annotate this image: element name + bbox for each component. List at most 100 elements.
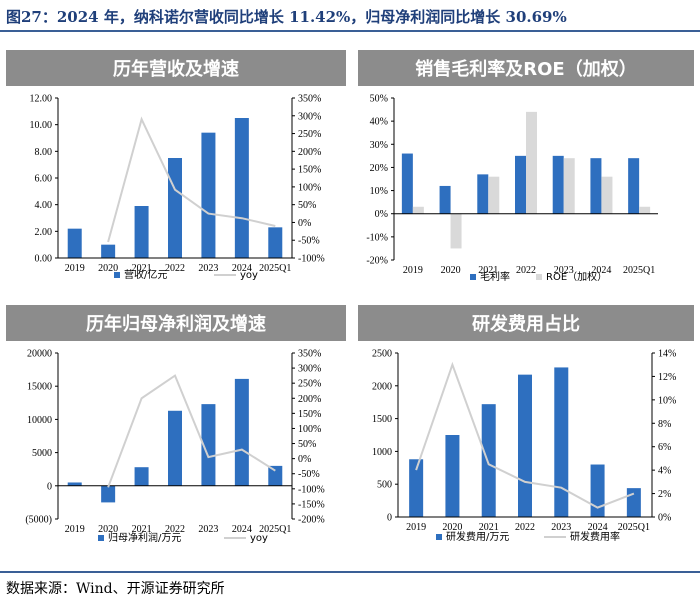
right-tick-label: -50% (298, 469, 320, 480)
bar-primary (234, 118, 249, 258)
right-tick-label: 8% (658, 419, 671, 430)
right-tick-label: 350% (298, 94, 321, 105)
bar-primary (268, 465, 283, 486)
left-tick-label: 15000 (27, 382, 52, 393)
legend-swatch (536, 274, 542, 280)
bottom-rule (0, 571, 700, 573)
right-tick-label: 50% (298, 200, 316, 211)
left-tick-label: 1500 (372, 414, 392, 425)
right-tick-label: 300% (298, 364, 321, 375)
revenue-chart: 0.00 2.00 4.00 6.00 8.00 10.00 12.00 -100% -50% 0… (30, 94, 325, 282)
bar-primary (552, 155, 564, 214)
bar-primary (201, 132, 216, 258)
left-tick-label: 50% (370, 94, 388, 105)
rnd-chart-panel: 研发费用占比 0 500 1000 1500 2000 2500 0% 2% 4% 6% 8% 10%… (358, 305, 694, 567)
right-tick-label: -200% (298, 515, 325, 526)
left-tick-label: 4.00 (35, 200, 53, 211)
right-tick-label: 250% (298, 129, 321, 140)
bar-secondary (412, 206, 424, 214)
bar-primary (201, 404, 216, 486)
left-tick-label: 40% (370, 117, 388, 128)
category-label: 2020 (98, 524, 118, 535)
category-label: 2024 (232, 263, 252, 274)
left-tick-label: 0% (375, 209, 388, 220)
legend-swatch (114, 272, 120, 278)
bar-secondary (488, 176, 500, 214)
top-rule (0, 30, 700, 32)
category-label: 2022 (516, 265, 536, 276)
line-series-研发费用率 (415, 361, 635, 509)
category-label: 2020 (442, 522, 462, 533)
category-label: 2024 (232, 524, 252, 535)
bar-primary (134, 467, 149, 486)
bar-primary (554, 367, 569, 517)
bar-primary (409, 459, 424, 517)
bar-primary (515, 155, 526, 214)
right-tick-label: -100% (298, 254, 325, 265)
rnd-chart: 0 500 1000 1500 2000 2500 0% 2% 4% 6% 8% 10% 12% 14% 2… (372, 349, 676, 544)
category-label: 2022 (165, 524, 185, 535)
category-label: 2023 (554, 265, 574, 276)
category-label: 2019 (65, 263, 85, 274)
left-tick-label: 30% (370, 140, 388, 151)
category-label: 2021 (132, 263, 152, 274)
margin-chart-panel: 销售毛利率及ROE（加权） -20% -10% 0% 10% 20% 30% 40% 50% 2… (358, 50, 694, 290)
right-tick-label: -150% (298, 499, 325, 510)
bar-primary (481, 404, 496, 517)
bar-primary (477, 174, 489, 214)
left-tick-label: 10000 (27, 415, 52, 426)
left-tick-label: (5000) (25, 515, 52, 526)
legend-label: ROE（加权） (546, 270, 607, 283)
bar-primary (518, 374, 532, 517)
category-label: 2023 (198, 263, 218, 274)
bar-secondary (526, 111, 537, 214)
figure-title: 图27：2024 年，纳科诺尔营收同比增长 11.42%，归母净利润同比增长 3… (6, 8, 567, 26)
category-label: 2023 (551, 522, 571, 533)
margin-chart: -20% -10% 0% 10% 20% 30% 40% 50% 2019 2020 2021 202… (366, 94, 658, 283)
bar-secondary (639, 206, 651, 214)
left-tick-label: 0.00 (35, 254, 53, 265)
legend-label: yoy (250, 533, 268, 544)
left-tick-label: 1000 (372, 447, 392, 458)
right-tick-label: -50% (298, 236, 320, 247)
category-label: 2020 (441, 265, 461, 276)
left-tick-label: 20000 (27, 349, 52, 360)
right-tick-label: 6% (658, 442, 671, 453)
bar-primary (134, 206, 149, 258)
right-tick-label: 0% (298, 454, 311, 465)
category-label: 2025Q1 (259, 263, 291, 274)
right-tick-label: 4% (658, 466, 671, 477)
legend-label: 营收/亿元 (124, 268, 167, 281)
right-tick-label: 350% (298, 349, 321, 360)
right-tick-label: 0% (658, 513, 671, 524)
right-tick-label: 100% (298, 182, 321, 193)
right-tick-label: 0% (298, 218, 311, 229)
category-label: 2019 (403, 265, 423, 276)
left-tick-label: -10% (366, 232, 388, 243)
line-series-yoy (107, 374, 276, 488)
legend-label: yoy (240, 270, 258, 281)
right-tick-label: 150% (298, 165, 321, 176)
bar-primary (268, 227, 283, 258)
bar-primary (628, 158, 640, 214)
left-tick-label: 2.00 (35, 227, 53, 238)
left-tick-label: 10.00 (30, 120, 53, 131)
bar-primary (168, 410, 182, 486)
revenue-chart-title: 历年营收及增速 (6, 50, 346, 86)
profit-chart-title: 历年归母净利润及增速 (6, 305, 346, 341)
right-tick-label: 300% (298, 111, 321, 122)
line-series-yoy (107, 116, 276, 243)
margin-chart-title: 销售毛利率及ROE（加权） (358, 50, 694, 86)
category-label: 2025Q1 (259, 524, 291, 535)
legend-label: 毛利率 (480, 270, 510, 283)
bar-primary (234, 378, 249, 486)
category-label: 2021 (479, 522, 499, 533)
category-label: 2019 (65, 524, 85, 535)
left-tick-label: 20% (370, 163, 388, 174)
left-tick-label: 12.00 (30, 94, 53, 105)
legend-label: 研发费用/万元 (446, 530, 509, 543)
category-label: 2021 (478, 265, 498, 276)
category-label: 2020 (98, 263, 118, 274)
profit-chart: (5000) 0 5000 10000 15000 20000 -200% -150% -100… (25, 349, 325, 545)
right-tick-label: 250% (298, 379, 321, 390)
